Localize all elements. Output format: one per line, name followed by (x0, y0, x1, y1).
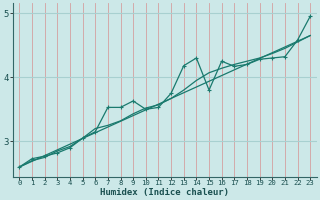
X-axis label: Humidex (Indice chaleur): Humidex (Indice chaleur) (100, 188, 229, 197)
